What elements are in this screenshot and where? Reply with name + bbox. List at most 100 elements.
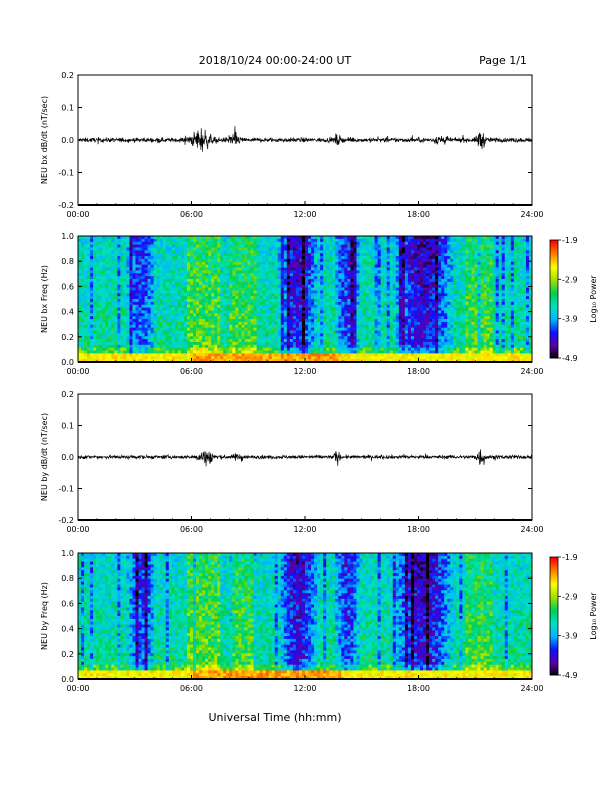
heatmap-cell	[277, 238, 282, 243]
heatmap-cell	[108, 324, 112, 329]
heatmap-cell	[129, 341, 133, 346]
heatmap-cell	[377, 316, 382, 320]
heatmap-cell	[329, 301, 333, 306]
heatmap-cell	[283, 296, 288, 300]
heatmap-cell	[235, 261, 239, 266]
heatmap-cell	[295, 330, 300, 334]
heatmap-cell	[208, 301, 212, 306]
heatmap-cell	[129, 310, 133, 314]
heatmap-cell	[298, 336, 303, 340]
heatmap-cell	[199, 261, 203, 266]
heatmap-cell	[253, 319, 257, 323]
heatmap-cell	[317, 247, 321, 251]
heatmap-cell	[196, 290, 200, 294]
heatmap-cell	[326, 299, 330, 303]
heatmap-cell	[365, 339, 369, 343]
heatmap-cell	[208, 290, 212, 294]
heatmap-cell	[78, 350, 82, 354]
heatmap-cell	[162, 267, 167, 271]
heatmap-cell	[153, 333, 158, 337]
heatmap-cell	[238, 264, 242, 268]
heatmap-cell	[341, 353, 345, 357]
heatmap-cell	[199, 281, 203, 286]
heatmap-cell	[268, 324, 273, 329]
heatmap-cell	[238, 324, 242, 329]
heatmap-cell	[365, 264, 369, 268]
y-axis-title: NEU bx dB/dt (nT/sec)	[40, 96, 49, 184]
heatmap-cell	[123, 238, 127, 243]
heatmap-cell	[350, 241, 354, 245]
heatmap-cell	[359, 258, 363, 263]
heatmap-cell	[274, 284, 279, 288]
heatmap-cell	[196, 333, 200, 337]
heatmap-cell	[320, 344, 324, 349]
heatmap-cell	[350, 278, 354, 283]
heatmap-cell	[274, 281, 279, 286]
heatmap-cell	[205, 247, 209, 251]
heatmap-cell	[220, 304, 224, 308]
heatmap-cell	[135, 270, 139, 274]
heatmap-cell	[193, 238, 197, 243]
heatmap-cell	[274, 304, 279, 308]
heatmap-cell	[353, 333, 357, 337]
heatmap-cell	[305, 324, 309, 329]
heatmap-cell	[126, 253, 130, 257]
heatmap-cell	[183, 307, 188, 311]
heatmap-cell	[314, 238, 318, 243]
heatmap-cell	[220, 339, 224, 343]
heatmap-cell	[247, 307, 251, 311]
heatmap-cell	[338, 327, 342, 331]
heatmap-cell	[389, 250, 394, 254]
heatmap-cell	[289, 319, 294, 323]
heatmap-cell	[196, 301, 200, 306]
heatmap-cell	[111, 253, 115, 257]
heatmap-cell	[359, 301, 363, 306]
heatmap-cell	[226, 307, 230, 311]
heatmap-cell	[199, 287, 203, 291]
heatmap-cell	[196, 327, 200, 331]
heatmap-cell	[162, 264, 167, 268]
heatmap-cell	[102, 344, 106, 349]
heatmap-cell	[81, 267, 85, 271]
heatmap-cell	[314, 273, 318, 277]
heatmap-cell	[320, 261, 324, 266]
heatmap-cell	[356, 267, 360, 271]
heatmap-cell	[380, 321, 385, 326]
heatmap-cell	[332, 304, 336, 308]
heatmap-cell	[168, 293, 173, 297]
heatmap-cell	[108, 359, 112, 363]
heatmap-cell	[350, 290, 354, 294]
heatmap-cell	[96, 256, 100, 260]
heatmap-cell	[256, 261, 260, 266]
heatmap-cell	[311, 313, 315, 317]
heatmap-cell	[205, 287, 209, 291]
heatmap-cell	[283, 276, 288, 280]
heatmap-cell	[350, 276, 354, 280]
heatmap-cell	[123, 290, 127, 294]
heatmap-cell	[416, 238, 421, 243]
heatmap-cell	[174, 359, 179, 363]
heatmap-cell	[413, 238, 418, 243]
heatmap-cell	[150, 341, 155, 346]
heatmap-cell	[283, 284, 288, 288]
heatmap-cell	[93, 333, 97, 337]
heatmap-cell	[156, 313, 161, 317]
heatmap-cell	[265, 270, 270, 274]
heatmap-cell	[341, 264, 345, 268]
heatmap-cell	[298, 319, 303, 323]
heatmap-cell	[283, 350, 288, 354]
heatmap-cell	[214, 244, 218, 248]
heatmap-cell	[132, 359, 136, 363]
heatmap-cell	[392, 250, 397, 254]
heatmap-cell	[214, 336, 218, 340]
heatmap-cell	[344, 321, 348, 326]
heatmap-cell	[99, 347, 103, 351]
heatmap-cell	[126, 264, 130, 268]
heatmap-cell	[81, 359, 85, 363]
heatmap-cell	[214, 327, 218, 331]
heatmap-cell	[214, 247, 218, 251]
heatmap-cell	[99, 236, 103, 240]
heatmap-cell	[205, 236, 209, 240]
heatmap-cell	[141, 290, 145, 294]
heatmap-cell	[308, 313, 312, 317]
